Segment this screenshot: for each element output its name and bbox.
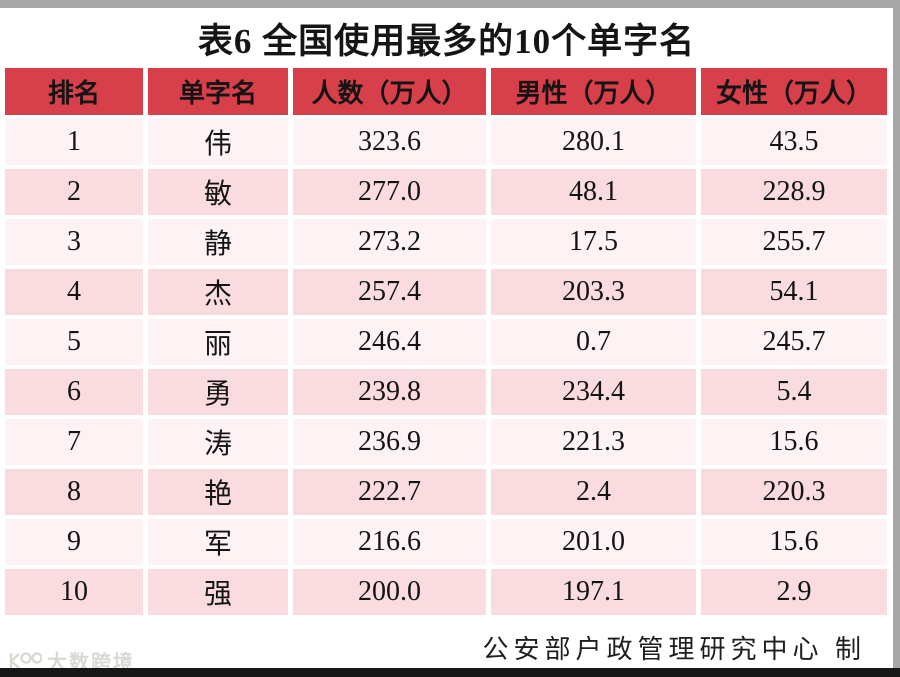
- table-body: 1 伟 323.6 280.1 43.5 2 敏 277.0 48.1 228.9 3 静 273.2 1…: [5, 119, 887, 615]
- table-cell: 15.6: [701, 519, 887, 565]
- table-cell: 280.1: [491, 119, 696, 165]
- watermark-logo-icon: [8, 651, 42, 671]
- table-cell: 43.5: [701, 119, 887, 165]
- table-cell: 2.4: [491, 469, 696, 515]
- table-cell: 1: [5, 119, 143, 165]
- table-cell: 255.7: [701, 219, 887, 265]
- table-row: 4 杰 257.4 203.3 54.1: [5, 269, 887, 315]
- table-cell: 伟: [148, 119, 288, 165]
- table-cell: 5.4: [701, 369, 887, 415]
- table-cell: 257.4: [293, 269, 486, 315]
- table-cell: 200.0: [293, 569, 486, 615]
- table-cell: 236.9: [293, 419, 486, 465]
- table-cell: 221.3: [491, 419, 696, 465]
- table-cell: 涛: [148, 419, 288, 465]
- table-row: 10 强 200.0 197.1 2.9: [5, 569, 887, 615]
- table-cell: 197.1: [491, 569, 696, 615]
- table-row: 9 军 216.6 201.0 15.6: [5, 519, 887, 565]
- table-cell: 8: [5, 469, 143, 515]
- table-cell: 强: [148, 569, 288, 615]
- table-cell: 勇: [148, 369, 288, 415]
- table-cell: 228.9: [701, 169, 887, 215]
- table-cell: 216.6: [293, 519, 486, 565]
- table-cell: 10: [5, 569, 143, 615]
- table-cell: 220.3: [701, 469, 887, 515]
- table-row: 1 伟 323.6 280.1 43.5: [5, 119, 887, 165]
- table-cell: 3: [5, 219, 143, 265]
- table-cell: 7: [5, 419, 143, 465]
- top-frame-bar: [0, 0, 900, 8]
- column-header-male: 男性（万人）: [491, 68, 696, 115]
- table-cell: 54.1: [701, 269, 887, 315]
- table-cell: 48.1: [491, 169, 696, 215]
- table-row: 8 艳 222.7 2.4 220.3: [5, 469, 887, 515]
- table-cell: 222.7: [293, 469, 486, 515]
- table-header-row: 排名 单字名 人数（万人） 男性（万人） 女性（万人）: [5, 68, 887, 115]
- table-cell: 艳: [148, 469, 288, 515]
- names-table: 排名 单字名 人数（万人） 男性（万人） 女性（万人） 1 伟 323.6 280.1…: [0, 64, 892, 619]
- table-row: 6 勇 239.8 234.4 5.4: [5, 369, 887, 415]
- table-row: 2 敏 277.0 48.1 228.9: [5, 169, 887, 215]
- table-cell: 323.6: [293, 119, 486, 165]
- table-cell: 201.0: [491, 519, 696, 565]
- table-cell: 239.8: [293, 369, 486, 415]
- table-cell: 245.7: [701, 319, 887, 365]
- table-cell: 277.0: [293, 169, 486, 215]
- table-row: 5 丽 246.4 0.7 245.7: [5, 319, 887, 365]
- table-cell: 杰: [148, 269, 288, 315]
- bottom-frame-bar: [0, 668, 900, 677]
- table-cell: 2.9: [701, 569, 887, 615]
- table-cell: 234.4: [491, 369, 696, 415]
- table-cell: 敏: [148, 169, 288, 215]
- column-header-name: 单字名: [148, 68, 288, 115]
- table-cell: 静: [148, 219, 288, 265]
- column-header-female: 女性（万人）: [701, 68, 887, 115]
- table-header: 排名 单字名 人数（万人） 男性（万人） 女性（万人）: [5, 68, 887, 115]
- table-cell: 0.7: [491, 319, 696, 365]
- table-cell: 4: [5, 269, 143, 315]
- source-attribution: 公安部户政管理研究中心 制: [482, 635, 866, 664]
- column-header-rank: 排名: [5, 68, 143, 115]
- page-title: 表6 全国使用最多的10个单字名: [197, 22, 696, 61]
- table-cell: 15.6: [701, 419, 887, 465]
- table-cell: 246.4: [293, 319, 486, 365]
- right-frame-bar: [893, 0, 900, 677]
- table-cell: 军: [148, 519, 288, 565]
- table-cell: 2: [5, 169, 143, 215]
- table-cell: 6: [5, 369, 143, 415]
- table-cell: 17.5: [491, 219, 696, 265]
- column-header-total: 人数（万人）: [293, 68, 486, 115]
- table-row: 3 静 273.2 17.5 255.7: [5, 219, 887, 265]
- table-cell: 273.2: [293, 219, 486, 265]
- table-row: 7 涛 236.9 221.3 15.6: [5, 419, 887, 465]
- table-cell: 203.3: [491, 269, 696, 315]
- table-cell: 9: [5, 519, 143, 565]
- table-cell: 丽: [148, 319, 288, 365]
- table-cell: 5: [5, 319, 143, 365]
